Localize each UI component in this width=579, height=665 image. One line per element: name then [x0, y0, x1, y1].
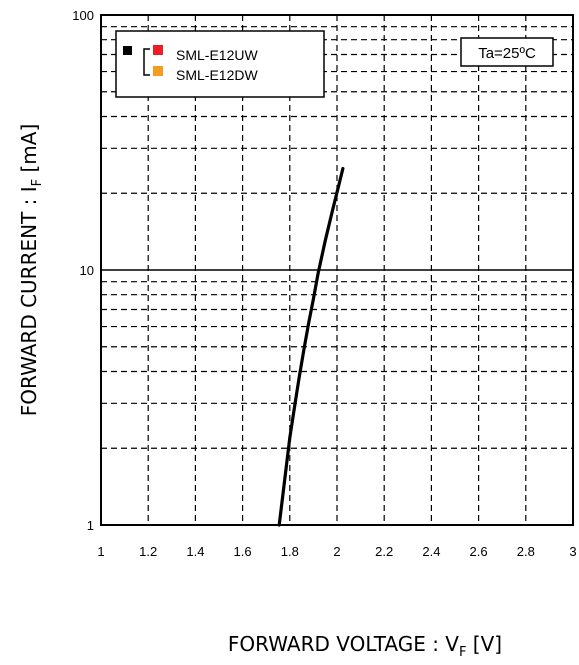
plot-frame [100, 14, 574, 526]
x-tick-label: 2.6 [470, 544, 488, 559]
x-axis-title-main: FORWARD VOLTAGE : V [228, 632, 459, 656]
x-tick-label: 1.8 [281, 544, 299, 559]
legend-group-marker [123, 46, 132, 55]
x-tick-label: 2 [333, 544, 340, 559]
legend-entry-label: SML-E12UW [176, 47, 258, 63]
legend-box [115, 30, 325, 98]
annotation-text: Ta=25ºC [478, 45, 536, 62]
y-tick-label: 100 [72, 8, 94, 23]
legend-entry-label: SML-E12DW [176, 67, 258, 83]
y-axis-title: FORWARD CURRENT : IF [mA] [17, 124, 45, 417]
temperature-annotation: Ta=25ºC [460, 37, 554, 67]
y-axis-title-main: FORWARD CURRENT : I [17, 186, 41, 416]
x-tick-label: 1.6 [234, 544, 252, 559]
legend: SML-E12UW SML-E12DW [115, 30, 325, 98]
x-tick-label: 1 [97, 544, 104, 559]
y-axis-title-unit: [mA] [17, 124, 41, 179]
x-tick-label: 2.2 [375, 544, 393, 559]
y-tick-labels: 1 10 100 [72, 8, 94, 533]
x-axis-title-unit: [V] [466, 632, 502, 656]
y-tick-label: 1 [87, 518, 94, 533]
x-tick-label: 1.2 [139, 544, 157, 559]
series-layer [277, 166, 345, 527]
x-tick-labels: 1 1.2 1.4 1.6 1.8 2 2.2 2.4 2.6 2.8 3 [97, 544, 576, 559]
series-line [277, 166, 345, 527]
legend-swatch [153, 66, 163, 76]
legend-bracket [143, 48, 150, 76]
x-axis-title: FORWARD VOLTAGE : VF [V] [228, 632, 502, 660]
annotation-box [460, 37, 554, 67]
legend-swatch [153, 45, 163, 55]
x-axis-title-subscript: F [459, 645, 466, 660]
grid-lines [101, 15, 573, 525]
y-axis-title-subscript: F [30, 179, 45, 186]
x-tick-label: 2.4 [422, 544, 440, 559]
x-tick-label: 1.4 [186, 544, 204, 559]
x-tick-label: 3 [569, 544, 576, 559]
y-tick-label: 10 [80, 263, 94, 278]
x-tick-label: 2.8 [517, 544, 535, 559]
